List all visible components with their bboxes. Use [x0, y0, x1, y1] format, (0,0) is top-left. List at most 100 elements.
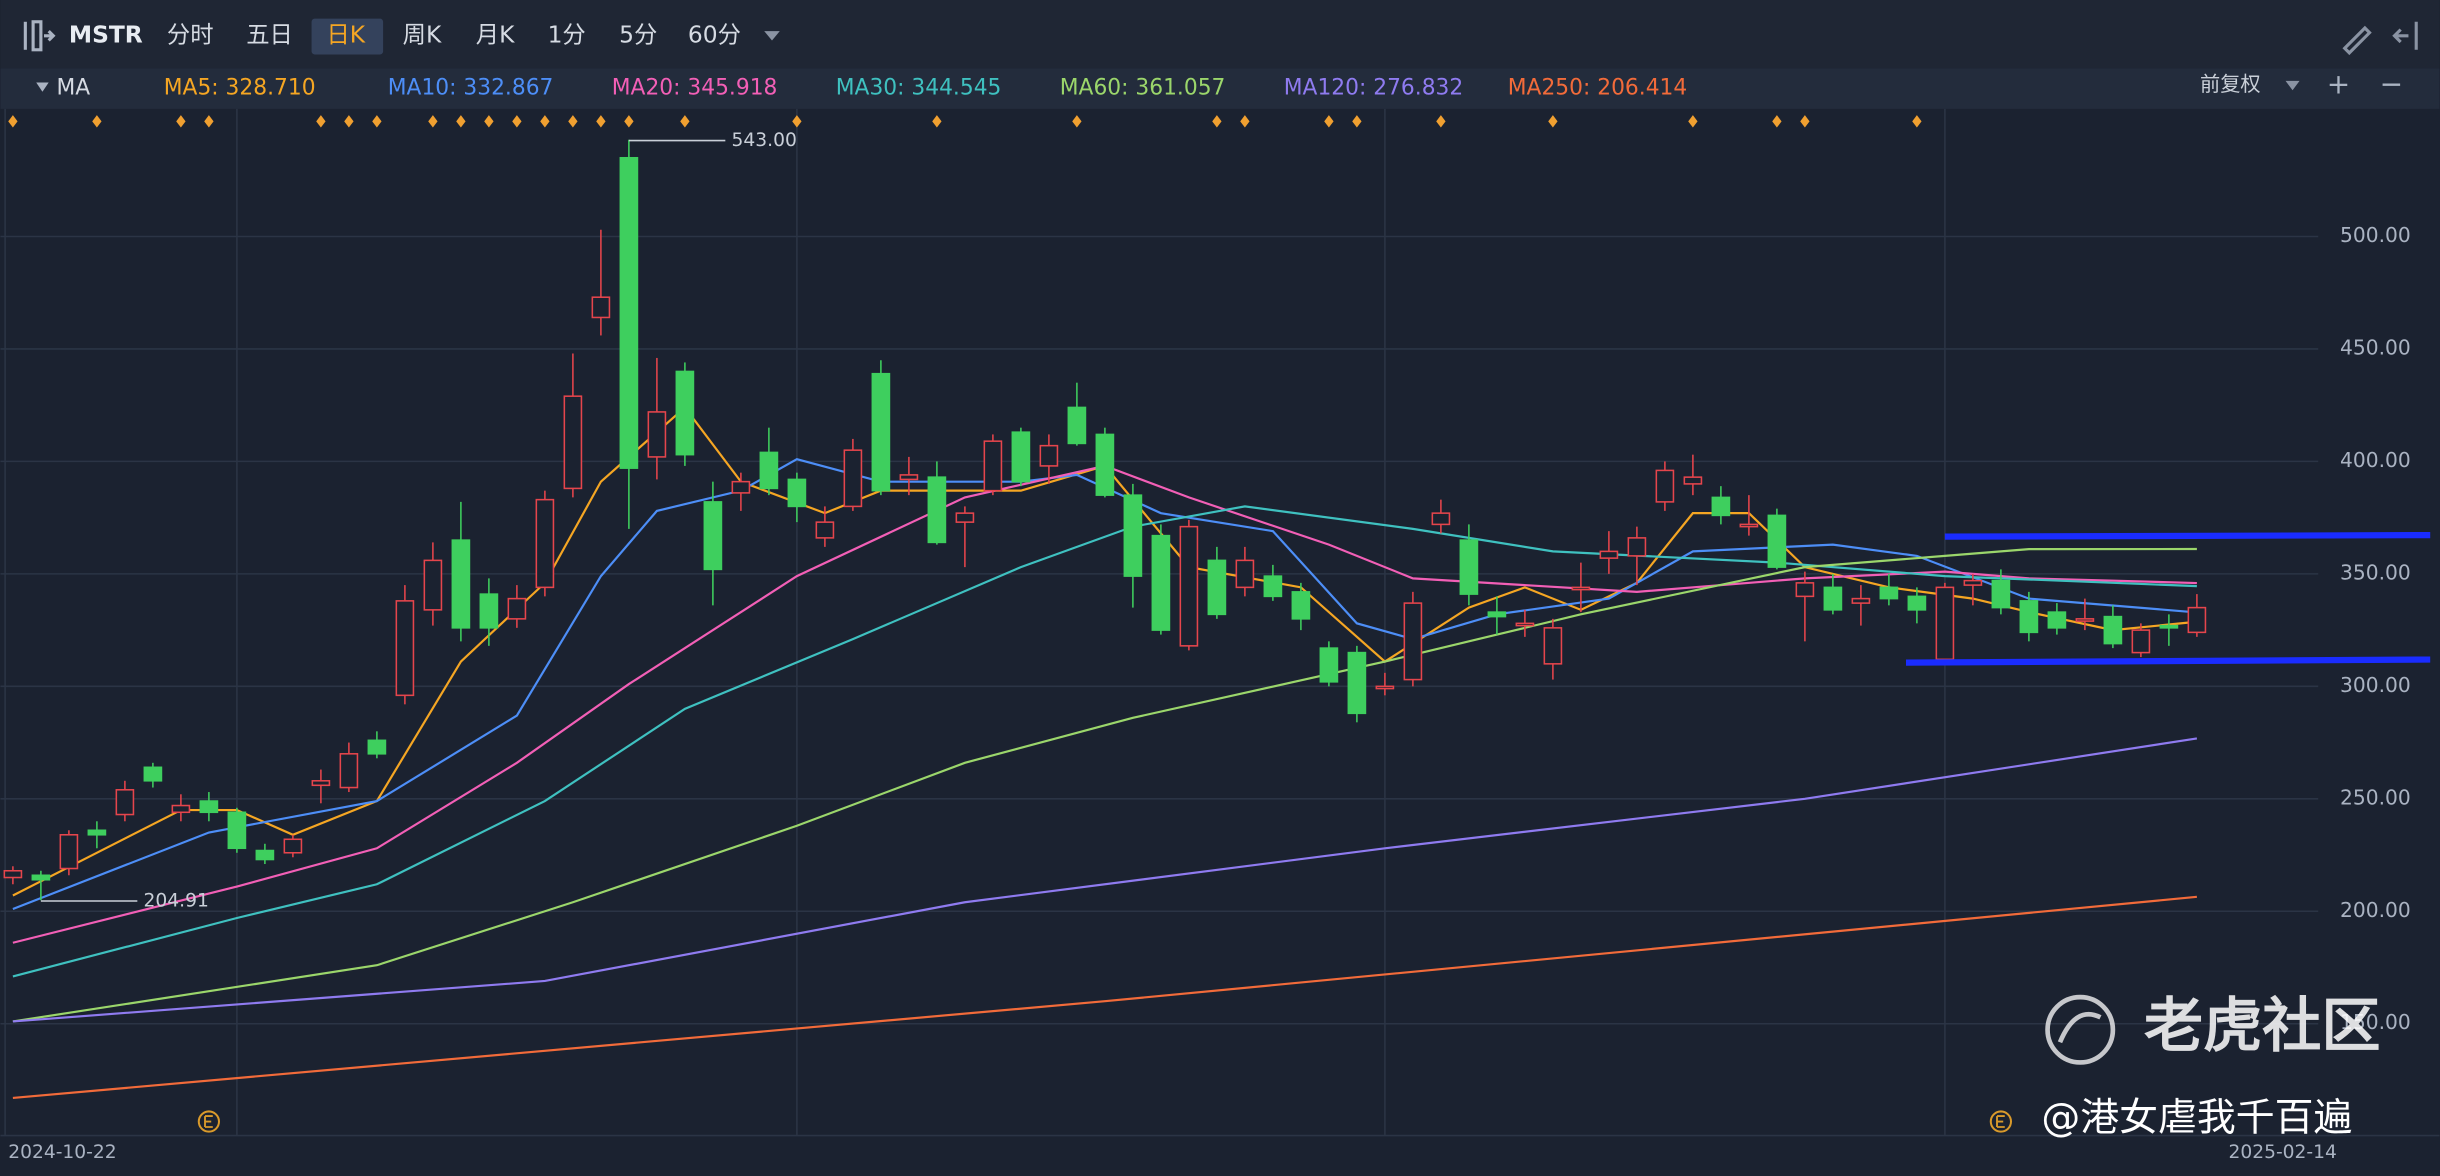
candle-body	[1151, 534, 1171, 631]
symbol[interactable]: MSTR	[69, 20, 143, 48]
candle-body	[1431, 512, 1451, 526]
zoom-in[interactable]: +	[2327, 68, 2350, 101]
period-tab[interactable]: 日K	[326, 20, 365, 48]
y-tick-label: 150.00	[2340, 1010, 2411, 1034]
period-tab[interactable]: 1分	[548, 20, 586, 48]
draw-icon[interactable]	[2342, 25, 2372, 56]
candle-body	[1991, 579, 2011, 609]
event-marker[interactable]	[1072, 115, 1082, 128]
candle-body	[703, 501, 723, 571]
drawn-support-line[interactable]	[1905, 656, 2431, 666]
zoom-out[interactable]: −	[2380, 68, 2403, 101]
candle-body	[2047, 611, 2067, 629]
event-marker[interactable]	[540, 115, 550, 128]
event-marker[interactable]	[680, 115, 690, 128]
legend-entry: MA60: 361.057	[1060, 76, 1226, 101]
extreme-label: 204.91	[144, 890, 209, 911]
indicator-toggle[interactable]	[36, 82, 49, 92]
period-tab[interactable]: 周K	[403, 20, 442, 48]
earnings-marker[interactable]	[1989, 1110, 2013, 1133]
ma-line	[12, 547, 2197, 1023]
event-marker[interactable]	[204, 115, 214, 128]
y-tick-label: 300.00	[2340, 673, 2411, 697]
candle-body	[619, 156, 639, 469]
period-tab[interactable]: 5分	[619, 20, 657, 48]
exit-icon[interactable]	[2392, 21, 2418, 50]
event-marker[interactable]	[596, 115, 606, 128]
candle-body	[563, 395, 583, 490]
candle-body	[1627, 537, 1647, 557]
event-marker[interactable]	[1548, 115, 1558, 128]
candle-body	[843, 449, 863, 508]
candle-body	[731, 480, 751, 494]
event-marker[interactable]	[92, 115, 102, 128]
event-marker[interactable]	[792, 115, 802, 128]
candle-body	[2159, 624, 2179, 629]
candle-body	[31, 874, 51, 881]
period-tab[interactable]: 分时	[167, 20, 214, 48]
candle-body	[1095, 433, 1115, 496]
event-marker[interactable]	[932, 115, 942, 128]
candle-body	[1459, 539, 1479, 595]
event-marker[interactable]	[8, 115, 18, 128]
legend-entry: MA5: 328.710	[164, 76, 316, 101]
drawn-resistance-line[interactable]	[1944, 532, 2431, 540]
candle-body	[647, 411, 667, 458]
candle-body	[759, 451, 779, 490]
ma-line	[12, 464, 2197, 944]
candle-body	[535, 498, 555, 589]
candle-body	[171, 804, 191, 814]
indicator-name[interactable]: MA	[56, 76, 90, 101]
event-marker[interactable]	[1436, 115, 1446, 128]
event-marker[interactable]	[624, 115, 634, 128]
event-marker[interactable]	[484, 115, 494, 128]
event-marker[interactable]	[1352, 115, 1362, 128]
candle-body	[675, 370, 695, 456]
candle-body	[1711, 496, 1731, 517]
event-marker[interactable]	[1800, 115, 1810, 128]
period-tab[interactable]: 月K	[476, 20, 515, 48]
candle-body	[1487, 611, 1507, 618]
collapse-icon[interactable]	[23, 20, 56, 52]
period-tab[interactable]: 五日	[246, 20, 293, 48]
event-marker[interactable]	[456, 115, 466, 128]
event-marker[interactable]	[1772, 115, 1782, 128]
candle-body	[507, 597, 527, 620]
indicator-bar	[0, 68, 2440, 109]
event-marker[interactable]	[1912, 115, 1922, 128]
extreme-label: 543.00	[732, 130, 797, 151]
legend-entry: MA250: 206.414	[1508, 76, 1687, 101]
event-marker[interactable]	[428, 115, 438, 128]
adjust-dropdown[interactable]	[2285, 80, 2300, 91]
candle-body	[787, 478, 807, 508]
candle-body	[899, 474, 919, 481]
event-marker[interactable]	[568, 115, 578, 128]
candle-body	[815, 521, 835, 539]
ma-line	[12, 505, 2197, 978]
watermark-logo	[2045, 994, 2116, 1065]
candle-body	[955, 512, 975, 523]
candle-body	[451, 539, 471, 629]
event-marker[interactable]	[1240, 115, 1250, 128]
event-marker[interactable]	[1688, 115, 1698, 128]
event-marker[interactable]	[512, 115, 522, 128]
candle-body	[2131, 629, 2151, 654]
candle-body	[143, 766, 163, 782]
candle-body	[283, 838, 303, 854]
more-periods[interactable]	[764, 31, 780, 41]
event-marker[interactable]	[1212, 115, 1222, 128]
candle-body	[1123, 494, 1143, 577]
earnings-marker[interactable]	[197, 1110, 221, 1133]
candle-body	[1067, 406, 1087, 445]
x-tick-label: 2024-10-22	[8, 1142, 116, 1163]
watermark-brand: 老虎社区	[2144, 991, 2380, 1060]
y-tick-label: 200.00	[2340, 898, 2411, 922]
adjust-mode[interactable]: 前复权	[2200, 72, 2261, 96]
candle-body	[199, 800, 219, 814]
candle-body	[311, 780, 331, 787]
period-tab[interactable]: 60分	[688, 20, 741, 48]
candle-body	[339, 753, 359, 789]
event-marker[interactable]	[1324, 115, 1334, 128]
legend-entry: MA30: 344.545	[836, 76, 1002, 101]
candle-body	[1515, 622, 1535, 627]
